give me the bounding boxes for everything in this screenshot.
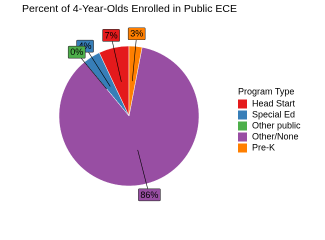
legend-label: Pre-K: [252, 142, 275, 152]
legend-label: Head Start: [252, 98, 296, 108]
legend-title: Program Type: [238, 86, 294, 96]
leader-line: [110, 35, 122, 82]
legend-swatch: [238, 143, 247, 153]
leader-line: [131, 34, 138, 82]
leader-line: [84, 46, 111, 87]
data-label: 86%: [140, 190, 158, 200]
legend-label: Special Ed: [252, 109, 295, 119]
data-label: 0%: [70, 47, 83, 57]
data-label-box: [138, 188, 161, 202]
data-label: 3%: [130, 29, 143, 39]
legend-label: Other/None: [252, 131, 299, 141]
leader-line: [76, 52, 107, 90]
data-label-box: [127, 27, 146, 41]
legend-label: Other public: [252, 120, 301, 130]
legend-swatch: [238, 110, 247, 120]
chart-title: Percent of 4-Year-Olds Enrolled in Publi…: [22, 3, 237, 15]
data-label-box: [102, 29, 120, 42]
legend-swatch: [238, 132, 247, 142]
leader-line: [137, 149, 150, 196]
legend-swatch: [238, 121, 247, 131]
chart: Percent of 4-Year-Olds Enrolled in Publi…: [22, 3, 301, 202]
data-label-box: [67, 45, 86, 59]
legend-swatch: [238, 99, 247, 109]
data-label: 7%: [105, 30, 118, 40]
